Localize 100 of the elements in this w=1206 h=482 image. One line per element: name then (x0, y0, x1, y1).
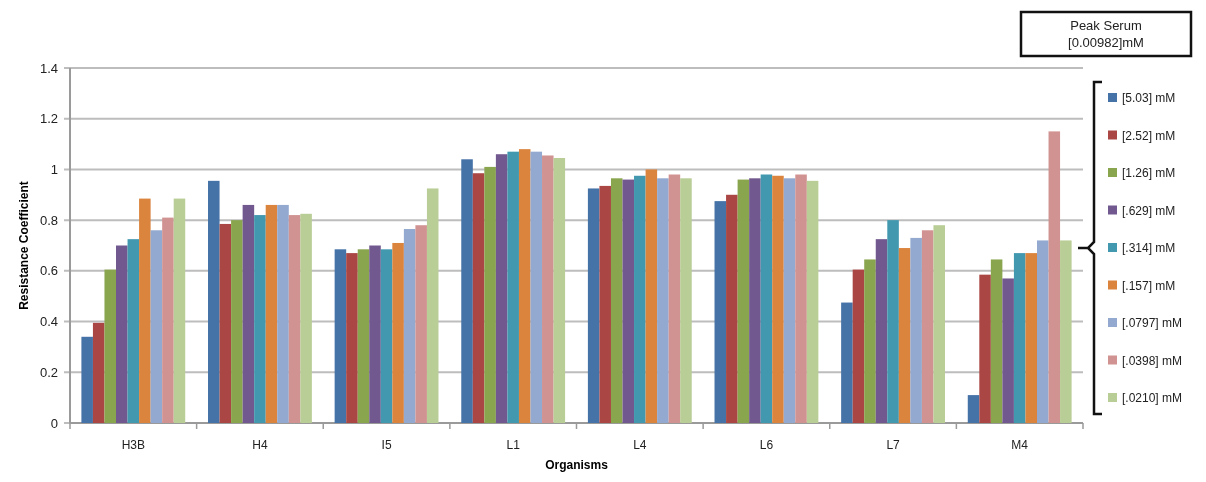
legend-label: [.157] mM (1122, 278, 1176, 293)
legend-label: [1.26] mM (1122, 166, 1176, 181)
y-tick-label: 1.2 (39, 111, 58, 127)
bar (277, 204, 289, 423)
bar (426, 188, 439, 423)
bar (242, 204, 255, 423)
bar (760, 174, 773, 423)
bar (1060, 240, 1072, 423)
bar (461, 159, 473, 423)
bar (680, 178, 692, 423)
bar (542, 155, 554, 423)
bar (587, 188, 600, 423)
bar (1002, 278, 1014, 423)
bar (645, 169, 658, 423)
bar (104, 269, 117, 423)
bar (806, 180, 819, 423)
bar (749, 178, 761, 423)
legend-label: [2.52] mM (1122, 128, 1176, 143)
bar (369, 245, 381, 423)
bar (127, 239, 140, 423)
bar (139, 198, 151, 423)
y-tick-label: 0.8 (39, 212, 58, 228)
x-tick-label: L1 (506, 438, 521, 452)
legend-label: [.314] mM (1122, 241, 1176, 256)
legend-label: [5.03] mM (1122, 91, 1176, 106)
bar (852, 269, 865, 423)
bar (518, 149, 531, 423)
bar (841, 302, 853, 423)
bar (507, 151, 519, 423)
bar (150, 230, 163, 423)
bar (484, 166, 496, 423)
bar (1036, 240, 1049, 423)
bar (346, 253, 358, 423)
bar (783, 178, 796, 423)
y-axis-title: Resistance Coefficient (17, 181, 31, 310)
bar (875, 239, 888, 423)
bar (772, 175, 784, 423)
x-tick-label: M4 (1011, 438, 1029, 452)
bar (495, 154, 508, 423)
bar (530, 151, 543, 423)
y-tick-label: 0.2 (39, 364, 58, 380)
bar (714, 201, 727, 423)
bar (864, 259, 876, 423)
bar (334, 249, 347, 423)
y-tick-label: 0 (50, 415, 58, 431)
y-tick-label: 1 (50, 161, 58, 177)
bar (254, 215, 266, 423)
bar (415, 225, 427, 423)
legend-label: [.0797] mM (1122, 316, 1183, 331)
bar (380, 249, 393, 423)
bar (208, 180, 220, 423)
bar (265, 204, 278, 423)
bar (1025, 253, 1037, 423)
bar (795, 174, 807, 423)
bar (910, 237, 922, 423)
bar (219, 223, 232, 423)
bar (610, 178, 623, 423)
bar (634, 175, 646, 423)
x-tick-label: L4 (633, 438, 647, 452)
x-tick-label: H4 (252, 438, 268, 452)
bar (967, 395, 980, 423)
bar (668, 174, 681, 423)
bar (553, 158, 566, 423)
text: Peak Serum [0.00982]mM (1068, 18, 1144, 50)
bar (979, 274, 991, 423)
bar (599, 185, 611, 423)
bar (990, 259, 1003, 423)
bar (887, 220, 899, 423)
x-tick-label: I5 (381, 438, 392, 452)
y-tick-label: 0.4 (39, 314, 58, 330)
bar (300, 213, 312, 423)
x-tick-label: H3B (121, 438, 145, 452)
bar (173, 198, 186, 423)
bar (898, 248, 911, 423)
bar (92, 322, 105, 423)
y-tick-label: 1.4 (39, 60, 58, 76)
bar (403, 229, 416, 423)
bar (726, 194, 738, 423)
bar (622, 179, 635, 423)
bar (921, 230, 934, 423)
bar (288, 215, 301, 423)
bar (657, 178, 669, 423)
x-axis-title: Organisms (545, 458, 609, 472)
bar (472, 173, 485, 423)
x-tick-label: L6 (759, 438, 774, 452)
legend-label: [.0210] mM (1122, 391, 1183, 406)
bar (116, 245, 128, 423)
bar (933, 225, 945, 423)
x-tick-label: L7 (886, 438, 901, 452)
bar (1048, 131, 1061, 423)
y-tick-label: 0.6 (39, 263, 58, 279)
bar (162, 217, 174, 423)
legend-label: [.0398] mM (1122, 353, 1183, 368)
bar (231, 220, 243, 423)
bar (357, 249, 370, 423)
bar (1013, 253, 1026, 423)
bar (392, 242, 404, 423)
bar (737, 179, 750, 423)
legend-label: [.629] mM (1122, 203, 1176, 218)
bar (81, 336, 93, 423)
